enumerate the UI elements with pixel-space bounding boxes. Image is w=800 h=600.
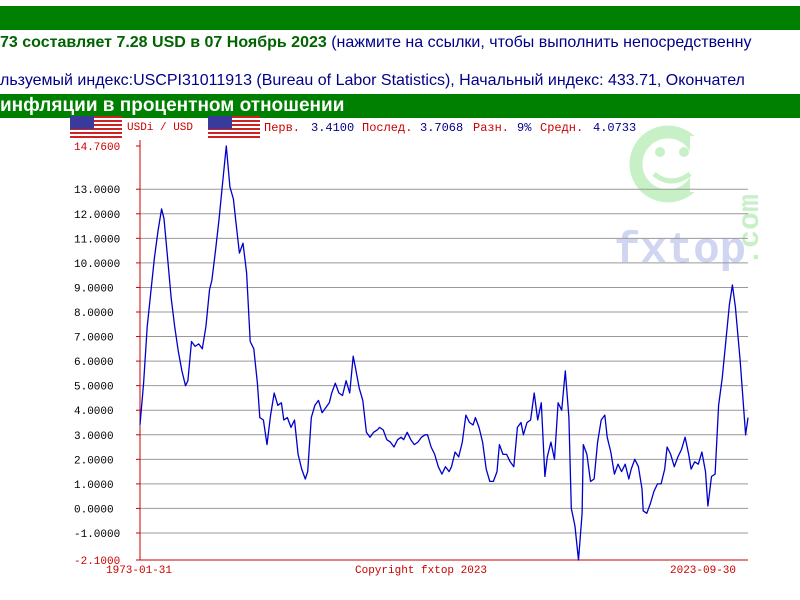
watermark-brand: fxtop <box>614 226 746 276</box>
index-info-line: льзуемый индекс:USCPI31011913 (Bureau of… <box>0 72 745 89</box>
legend-diff-value: 9% <box>517 121 532 135</box>
legend-first-label: Перв. <box>264 121 300 135</box>
watermark-domain: .com <box>734 194 768 266</box>
section-title: инфляции в процентном отношении <box>0 95 345 116</box>
y-tick-label: -2.1000 <box>74 556 120 568</box>
inflation-chart: USDi / USD Перв. 3.4100 Послед. 3.7068 Р… <box>0 116 800 578</box>
chart-grid <box>140 188 748 534</box>
section-header-bar <box>0 94 800 118</box>
y-tick-label: 8.0000 <box>74 308 114 320</box>
y-axis-tick-labels: 14.7600 13.0000 12.0000 11.0000 10.0000 9.000… <box>74 142 140 568</box>
y-tick-label: 10.0000 <box>74 259 120 271</box>
conversion-text-start: 73 составляет <box>0 34 117 51</box>
conversion-text-end: (нажмите на ссылки, чтобы выполнить непо… <box>326 34 752 51</box>
y-tick-label: 2.0000 <box>74 455 114 467</box>
y-tick-label: 14.7600 <box>74 142 120 154</box>
conversion-amount: 7.28 USD в 07 Ноябрь 2023 <box>116 34 327 51</box>
y-tick-label: -1.0000 <box>74 529 120 541</box>
y-tick-label: 11.0000 <box>74 234 120 246</box>
legend-avg-label: Средн. <box>540 121 583 135</box>
fxtop-watermark-logo: fxtop .com <box>614 125 768 276</box>
x-end-date-label: 2023-09-30 <box>670 565 736 577</box>
legend-avg-value: 4.0733 <box>593 121 636 135</box>
legend-last-value: 3.7068 <box>420 121 463 135</box>
y-tick-label: 12.0000 <box>74 210 120 222</box>
copyright-label: Copyright fxtop 2023 <box>355 565 487 577</box>
y-tick-label: 7.0000 <box>74 333 114 345</box>
y-tick-label: 0.0000 <box>74 504 114 516</box>
chart-svg: USDi / USD Перв. 3.4100 Послед. 3.7068 Р… <box>70 116 768 577</box>
y-tick-label: 4.0000 <box>74 406 114 418</box>
y-tick-label: 6.0000 <box>74 357 114 369</box>
y-tick-label: 9.0000 <box>74 283 114 295</box>
us-flag-icon-2 <box>208 116 260 140</box>
y-tick-label: 13.0000 <box>74 185 120 197</box>
x-start-date-label: 1973-01-31 <box>106 565 172 577</box>
y-tick-label: 5.0000 <box>74 382 114 394</box>
top-green-bar <box>0 6 800 30</box>
legend-first-value: 3.4100 <box>311 121 354 135</box>
legend-diff-label: Разн. <box>473 121 509 135</box>
conversion-summary-line: 73 составляет 7.28 USD в 07 Ноябрь 2023 … <box>0 30 800 56</box>
us-flag-icon-1 <box>70 116 122 140</box>
legend-series-label: USDi / USD <box>127 122 193 134</box>
y-tick-label: 3.0000 <box>74 431 114 443</box>
legend-last-label: Послед. <box>362 121 412 135</box>
y-tick-label: 1.0000 <box>74 480 114 492</box>
inflation-series-line <box>139 145 749 561</box>
